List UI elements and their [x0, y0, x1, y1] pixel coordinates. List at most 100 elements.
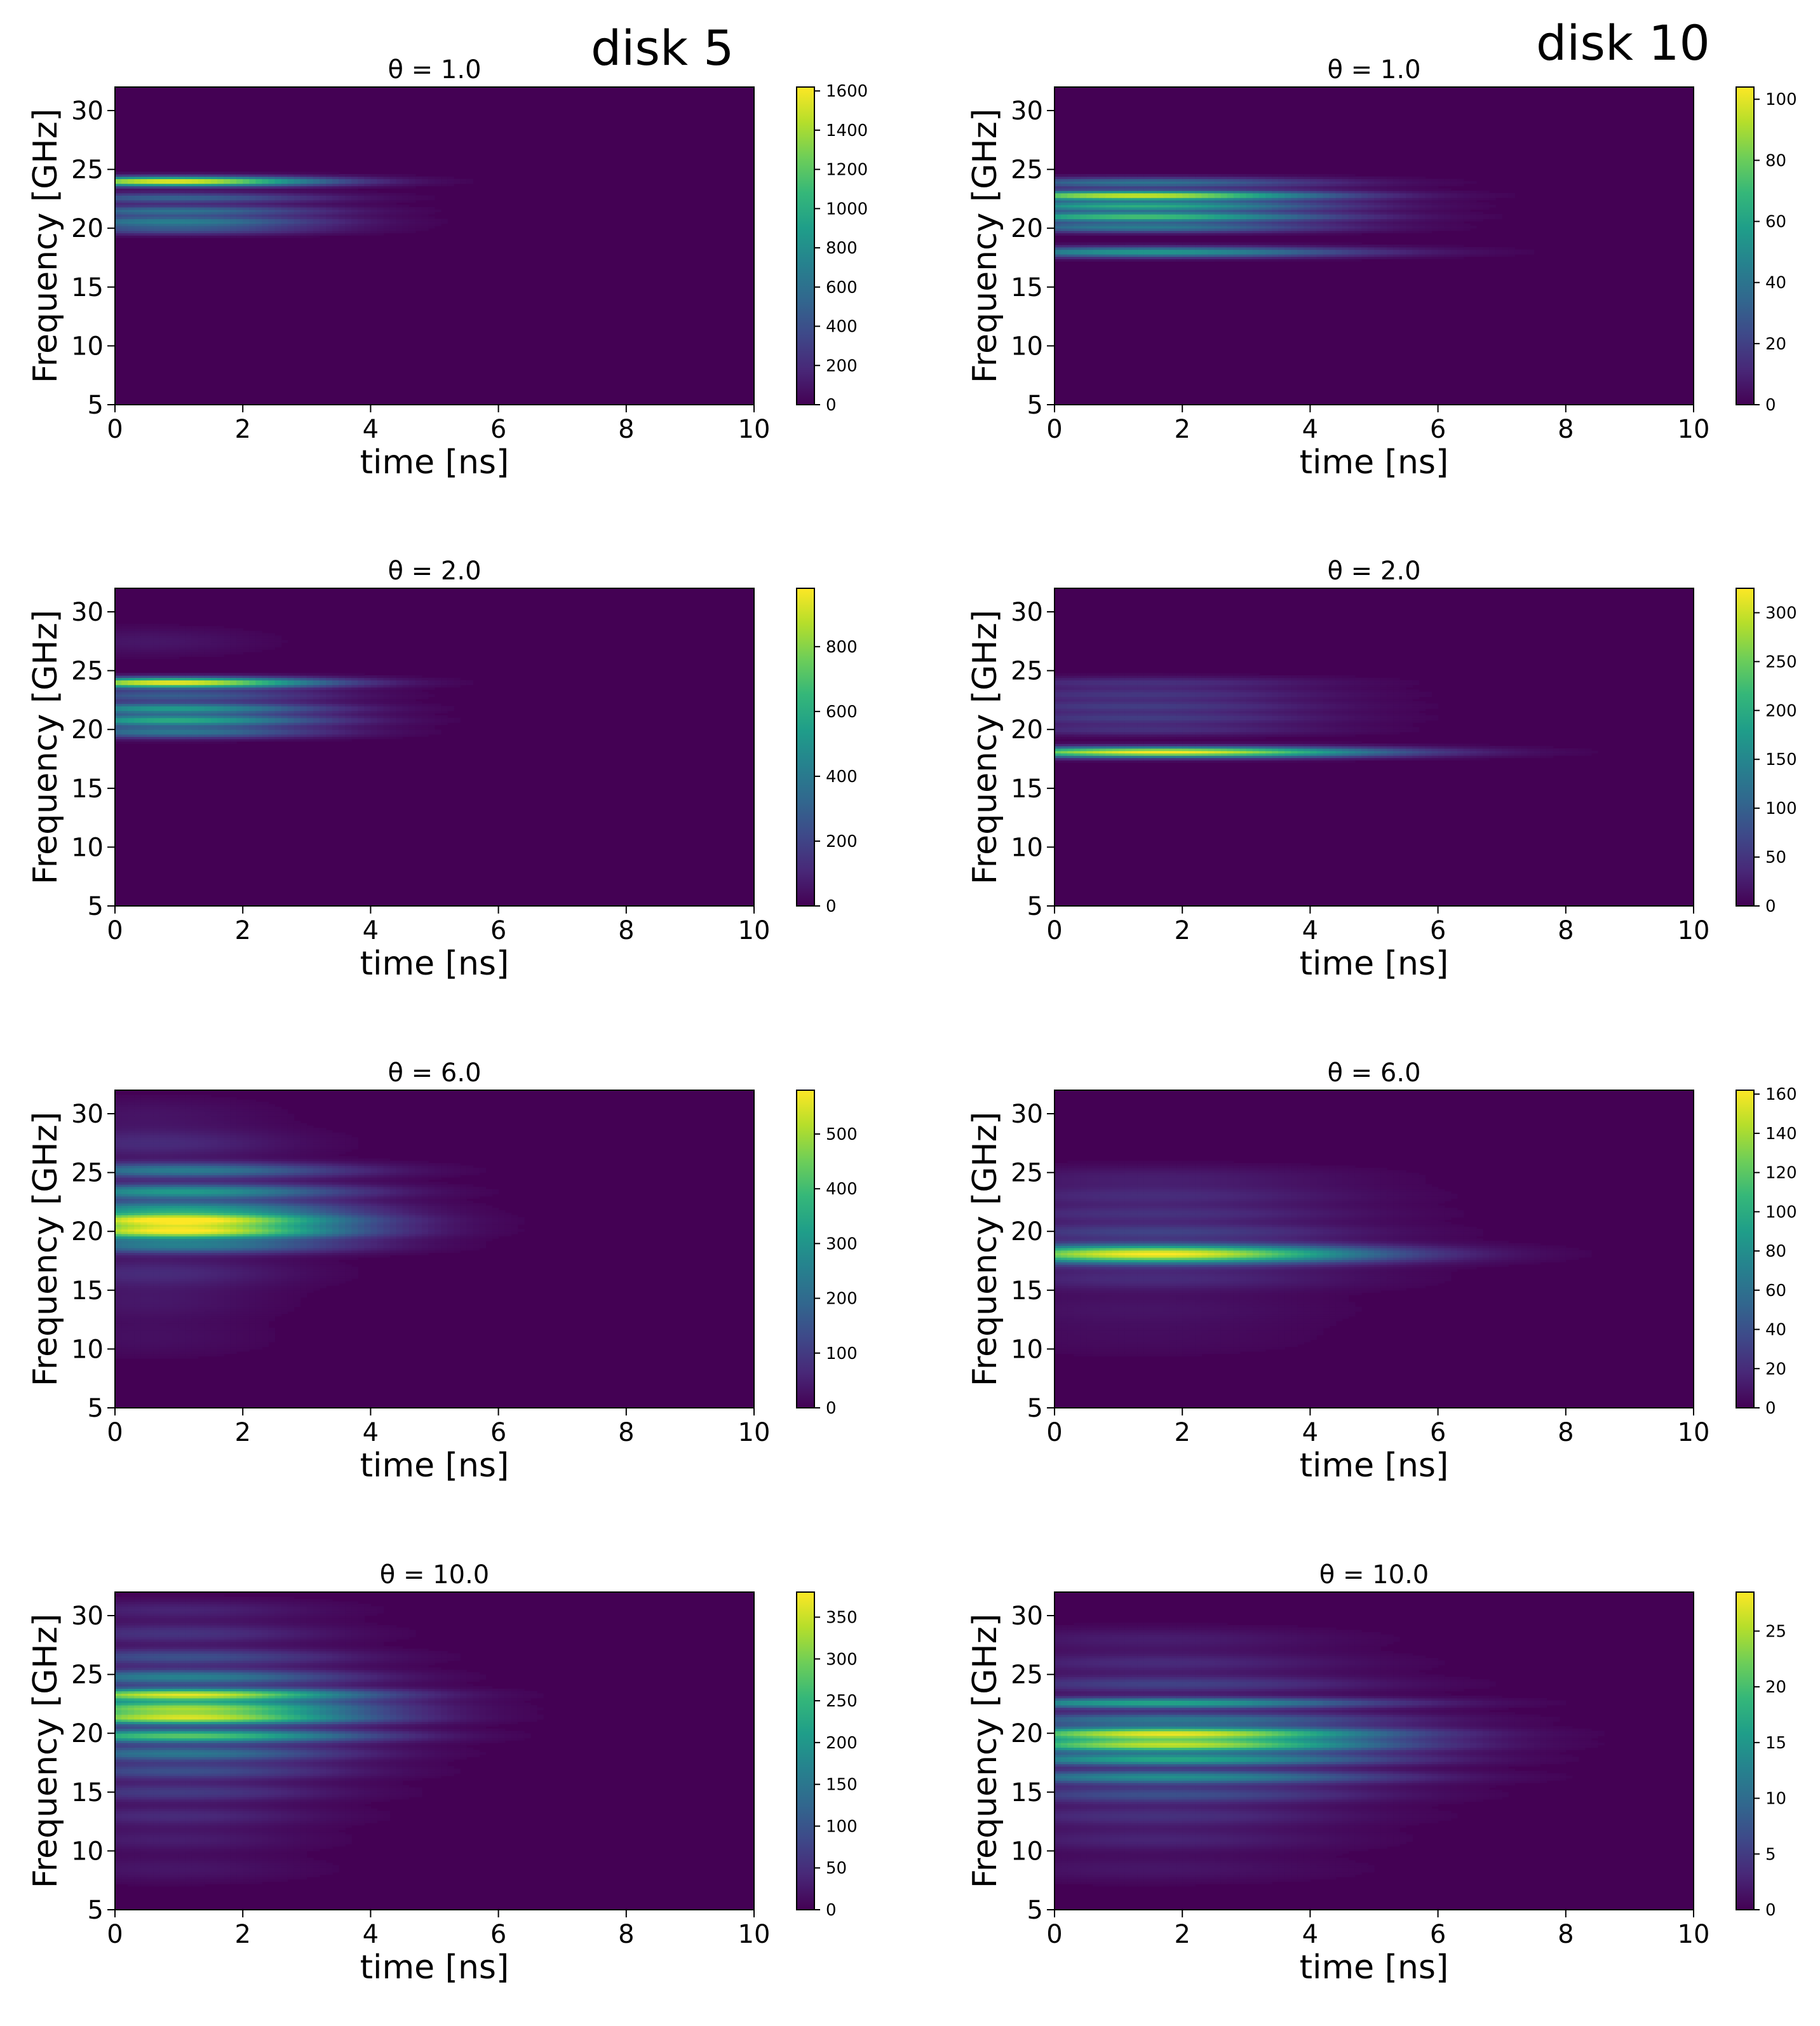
heatmap-cell — [1176, 199, 1183, 203]
heatmap-cell — [1055, 212, 1062, 215]
heatmap-cell — [274, 198, 282, 201]
heatmap-cell — [1099, 221, 1107, 224]
heatmap-cell — [166, 739, 173, 742]
heatmap-cell — [332, 713, 339, 716]
heatmap-cell — [185, 720, 192, 723]
heatmap-cell — [377, 233, 384, 236]
heatmap-cell — [153, 199, 161, 203]
heatmap-cell — [1252, 256, 1260, 259]
heatmap-cell — [1387, 176, 1394, 179]
heatmap-cell — [217, 684, 224, 688]
heatmap-cell — [262, 216, 269, 219]
heatmap-cell — [358, 736, 365, 739]
heatmap-cell — [1112, 179, 1119, 182]
heatmap-cell — [377, 692, 384, 695]
heatmap-cell — [313, 219, 320, 222]
heatmap-cell — [351, 727, 358, 730]
heatmap-cell — [1469, 202, 1477, 205]
heatmap-cell — [1374, 199, 1381, 203]
heatmap-cell — [1265, 179, 1272, 182]
heatmap-cell — [1093, 246, 1100, 250]
heatmap-cell — [377, 228, 384, 231]
heatmap-cell — [370, 205, 378, 208]
heatmap-cell — [402, 734, 410, 737]
heatmap-cell — [1233, 209, 1241, 212]
heatmap-cell — [1093, 212, 1100, 215]
heatmap-cell — [1246, 256, 1253, 259]
heatmap-cell — [1061, 205, 1068, 208]
heatmap-cell — [1284, 249, 1291, 252]
heatmap-cell — [262, 722, 269, 726]
heatmap-cell — [441, 221, 448, 224]
heatmap-cell — [364, 221, 371, 224]
heatmap-cell — [172, 235, 180, 238]
heatmap-cell — [293, 694, 301, 697]
heatmap-cell — [1438, 209, 1445, 212]
heatmap-cell — [147, 192, 154, 196]
heatmap-cell — [230, 682, 237, 685]
heatmap-cell — [383, 717, 391, 720]
heatmap-cell — [1176, 254, 1183, 257]
heatmap-cell — [1450, 199, 1458, 203]
heatmap-cell — [140, 212, 147, 215]
heatmap-cell — [1118, 199, 1126, 203]
heatmap-cell — [319, 717, 327, 720]
heatmap-cell — [306, 720, 314, 723]
y-tick-label: 15 — [71, 273, 104, 302]
heatmap-cell — [262, 694, 269, 697]
heatmap-cell — [408, 174, 416, 177]
heatmap-cell — [1323, 221, 1330, 224]
heatmap-cell — [243, 724, 250, 728]
heatmap-cell — [358, 682, 365, 685]
heatmap-cell — [1425, 186, 1432, 189]
heatmap-cell — [243, 219, 250, 222]
heatmap-cell — [281, 706, 288, 709]
heatmap-cell — [1335, 233, 1343, 236]
heatmap-cell — [1163, 188, 1170, 191]
heatmap-cell — [447, 181, 454, 184]
heatmap-cell — [1272, 202, 1279, 205]
heatmap-cell — [1419, 226, 1426, 229]
heatmap-cell — [435, 729, 442, 733]
heatmap-cell — [319, 206, 327, 210]
heatmap-cell — [262, 715, 269, 719]
heatmap-cell — [230, 680, 237, 683]
heatmap-cell — [134, 205, 141, 208]
heatmap-cell — [128, 209, 135, 212]
heatmap-cell — [441, 183, 448, 187]
heatmap-cell — [287, 235, 295, 238]
heatmap-cell — [1258, 192, 1266, 196]
heatmap-cell — [293, 214, 301, 217]
heatmap-cell — [300, 172, 307, 175]
heatmap-cell — [255, 233, 262, 236]
heatmap-cell — [300, 696, 307, 699]
heatmap-cell — [1201, 252, 1209, 255]
heatmap-cell — [268, 701, 276, 705]
heatmap-cell — [383, 689, 391, 692]
heatmap-cell — [1476, 214, 1483, 217]
heatmap-cell — [396, 192, 403, 196]
heatmap-cell — [313, 172, 320, 175]
heatmap-cell — [313, 181, 320, 184]
heatmap-cell — [1182, 186, 1189, 189]
heatmap-cell — [370, 684, 378, 688]
heatmap-cell — [1284, 181, 1291, 184]
heatmap-cell — [287, 701, 295, 705]
heatmap-cell — [1406, 176, 1413, 179]
heatmap-cell — [153, 717, 161, 720]
heatmap-cell — [1367, 206, 1375, 210]
heatmap-cell — [179, 233, 186, 236]
heatmap-cell — [1157, 206, 1164, 210]
heatmap-cell — [1348, 252, 1356, 255]
heatmap-cell — [1252, 202, 1260, 205]
heatmap-cell — [1412, 214, 1420, 217]
heatmap-cell — [1099, 219, 1107, 222]
heatmap-cell — [1329, 223, 1337, 227]
heatmap-cell — [351, 708, 358, 712]
heatmap-cell — [1463, 195, 1471, 198]
heatmap-cell — [1055, 191, 1062, 194]
heatmap-cell — [255, 715, 262, 719]
heatmap-cell — [268, 680, 276, 683]
heatmap-cell — [370, 689, 378, 692]
heatmap-cell — [1387, 198, 1394, 201]
